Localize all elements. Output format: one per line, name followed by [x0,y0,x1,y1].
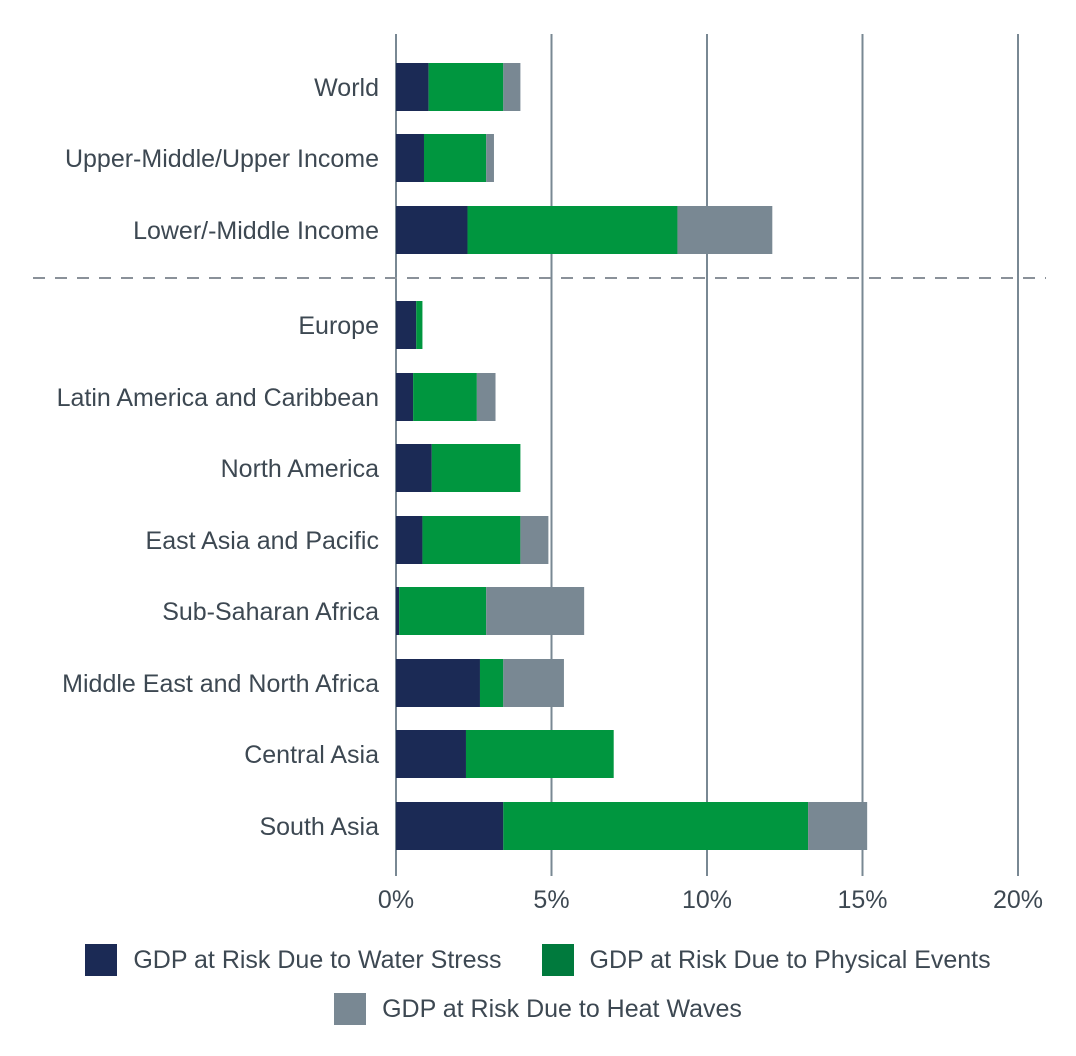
bar-8-physical-events [479,659,504,707]
bar-4-physical-events [413,373,477,421]
category-label-5: North America [221,455,379,483]
legend-swatch-water-stress [85,944,118,976]
bar-0-physical-events [428,63,504,111]
x-tick-label-1: 5% [533,886,569,914]
bar-10-water-stress [396,802,504,850]
label-layer: World Upper-Middle/Upper Income Lower/-Mid… [57,74,1043,914]
bar-0-water-stress [396,63,429,111]
bar-4-water-stress [396,373,414,421]
bar-5-physical-events [431,444,521,492]
category-label-2: Lower/-Middle Income [133,217,379,245]
bar-3-water-stress [396,301,417,349]
x-tick-label-3: 15% [837,886,887,914]
bar-6-heat-waves [520,516,549,564]
bar-1-heat-waves [486,134,494,182]
stacked-bar-chart: World Upper-Middle/Upper Income Lower/-Mid… [33,34,1046,914]
category-label-3: Europe [298,312,379,340]
bar-0-heat-waves [503,63,521,111]
legend-label-heat-waves: GDP at Risk Due to Heat Waves [382,994,742,1023]
bar-6-water-stress [396,516,423,564]
bar-1-physical-events [423,134,487,182]
category-label-1: Upper-Middle/Upper Income [65,145,379,173]
bar-9-water-stress [396,730,466,778]
legend-row-1: GDP at Risk Due to Water Stress GDP at R… [0,944,1076,976]
bar-3-physical-events [416,301,423,349]
category-label-10: South Asia [259,813,379,841]
bar-layer [396,63,868,850]
category-label-4: Latin America and Caribbean [57,384,379,412]
bar-2-physical-events [467,206,678,254]
category-label-7: Sub-Saharan Africa [162,598,379,626]
category-label-9: Central Asia [244,741,379,769]
bar-10-physical-events [503,802,809,850]
legend-row-2: GDP at Risk Due to Heat Waves [0,993,1076,1025]
bar-8-water-stress [396,659,480,707]
x-tick-label-4: 20% [993,886,1043,914]
bar-4-heat-waves [476,373,496,421]
bar-7-physical-events [399,587,487,635]
category-label-0: World [314,74,379,102]
legend-swatch-heat-waves [334,993,367,1025]
legend-item-heat-waves: GDP at Risk Due to Heat Waves [334,993,742,1025]
bar-1-water-stress [396,134,424,182]
bar-7-heat-waves [486,587,585,635]
bar-2-heat-waves [677,206,773,254]
bar-9-physical-events [465,730,614,778]
legend-item-physical-events: GDP at Risk Due to Physical Events [541,944,991,976]
bar-7-water-stress [396,587,400,635]
bar-10-heat-waves [808,802,868,850]
legend-item-water-stress: GDP at Risk Due to Water Stress [85,944,502,976]
bar-6-physical-events [422,516,521,564]
x-tick-label-0: 0% [378,886,414,914]
category-label-6: East Asia and Pacific [146,527,379,555]
legend-label-water-stress: GDP at Risk Due to Water Stress [133,945,502,974]
legend-swatch-physical-events [541,944,574,976]
bar-2-water-stress [396,206,468,254]
bar-8-heat-waves [503,659,564,707]
category-label-8: Middle East and North Africa [62,670,379,698]
legend-label-physical-events: GDP at Risk Due to Physical Events [589,945,991,974]
bar-5-water-stress [396,444,432,492]
x-tick-label-2: 10% [682,886,732,914]
